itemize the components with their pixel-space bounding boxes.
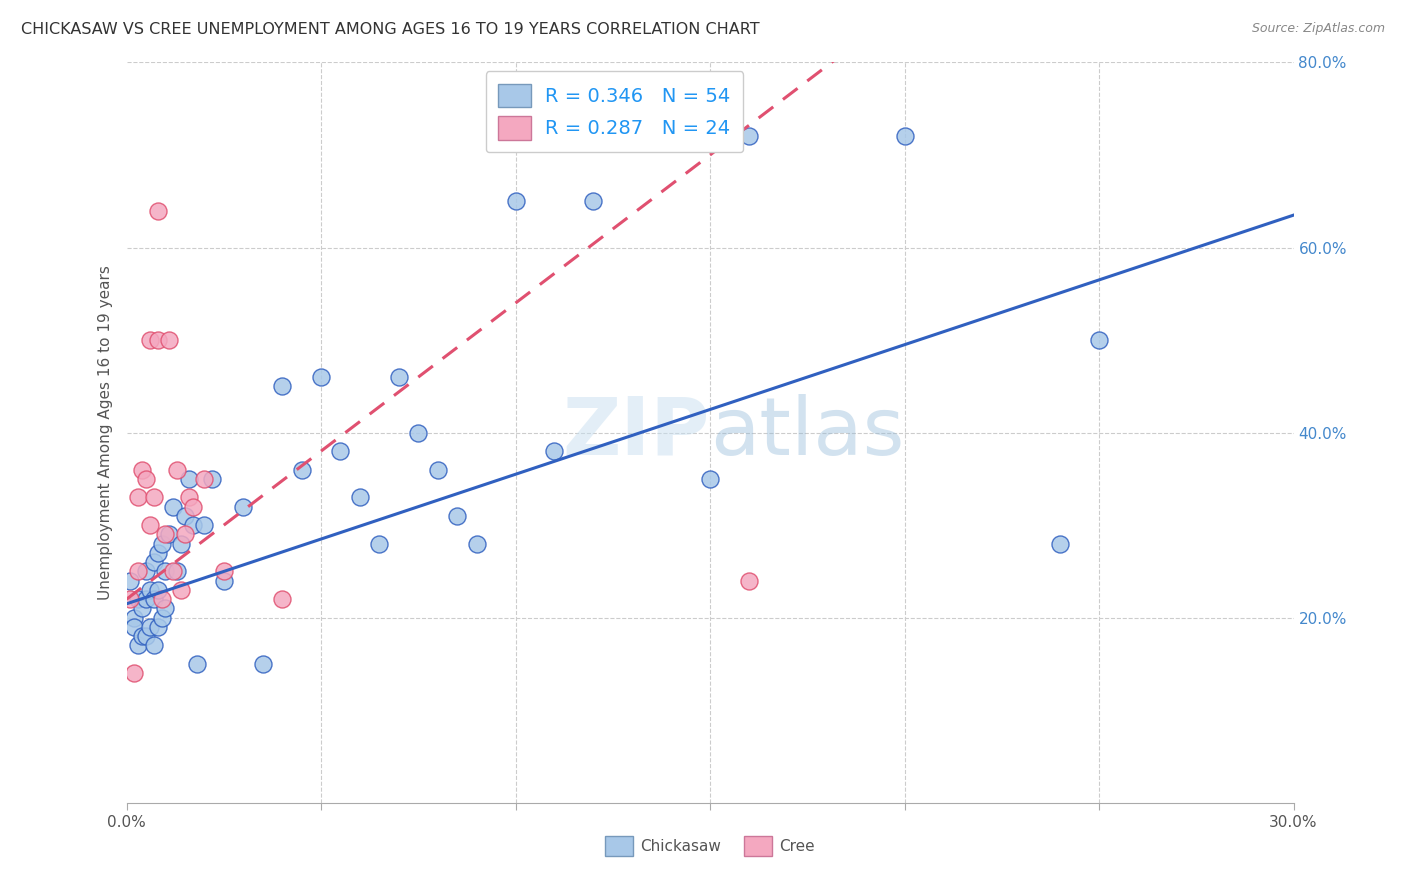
Point <box>135 592 157 607</box>
Point <box>368 537 391 551</box>
Point <box>139 333 162 347</box>
Point <box>162 565 184 579</box>
Point <box>232 500 254 514</box>
Point <box>699 472 721 486</box>
Point <box>135 565 157 579</box>
Point <box>124 666 146 681</box>
Point <box>408 425 430 440</box>
Point <box>155 601 177 615</box>
Point <box>543 444 565 458</box>
Point <box>309 370 332 384</box>
Point <box>1088 333 1111 347</box>
Point <box>142 639 165 653</box>
Point <box>142 491 165 505</box>
Point <box>212 574 235 588</box>
Point <box>139 518 162 533</box>
Point <box>186 657 208 671</box>
Point <box>271 592 294 607</box>
Point <box>181 518 204 533</box>
Point <box>177 472 200 486</box>
Point <box>135 472 157 486</box>
Point <box>146 546 169 560</box>
Point <box>252 657 274 671</box>
Point <box>150 537 173 551</box>
Point <box>142 555 165 569</box>
Point <box>139 620 162 634</box>
Point <box>201 472 224 486</box>
Point <box>124 620 146 634</box>
Point <box>157 333 180 347</box>
Point <box>271 379 294 393</box>
Point <box>139 582 162 597</box>
Point <box>131 629 153 643</box>
Point <box>166 463 188 477</box>
Point <box>290 463 312 477</box>
Point <box>170 537 193 551</box>
Point <box>127 592 149 607</box>
Text: Source: ZipAtlas.com: Source: ZipAtlas.com <box>1251 22 1385 36</box>
Point <box>162 500 184 514</box>
Point <box>388 370 411 384</box>
Point <box>174 508 197 523</box>
Point <box>738 574 761 588</box>
Point <box>127 639 149 653</box>
Point <box>893 129 915 144</box>
Text: CHICKASAW VS CREE UNEMPLOYMENT AMONG AGES 16 TO 19 YEARS CORRELATION CHART: CHICKASAW VS CREE UNEMPLOYMENT AMONG AGE… <box>21 22 759 37</box>
Point <box>582 194 605 209</box>
Y-axis label: Unemployment Among Ages 16 to 19 years: Unemployment Among Ages 16 to 19 years <box>97 265 112 600</box>
Point <box>1049 537 1071 551</box>
Point <box>426 463 449 477</box>
Point <box>120 574 142 588</box>
Point <box>157 527 180 541</box>
Point <box>146 333 169 347</box>
Point <box>193 518 215 533</box>
Point <box>120 592 142 607</box>
Point <box>146 582 169 597</box>
Point <box>127 565 149 579</box>
Point <box>131 463 153 477</box>
Point <box>150 611 173 625</box>
Point <box>124 611 146 625</box>
Point <box>738 129 761 144</box>
Point <box>212 565 235 579</box>
Point <box>155 527 177 541</box>
Point <box>142 592 165 607</box>
Text: ZIP: ZIP <box>562 393 710 472</box>
Point <box>166 565 188 579</box>
Point <box>131 601 153 615</box>
Point <box>150 592 173 607</box>
Point <box>329 444 352 458</box>
Point <box>446 508 468 523</box>
Point <box>170 582 193 597</box>
Text: atlas: atlas <box>710 393 904 472</box>
Point <box>193 472 215 486</box>
Point <box>177 491 200 505</box>
Point <box>155 565 177 579</box>
Point <box>135 629 157 643</box>
Point <box>505 194 527 209</box>
Legend: Chickasaw, Cree: Chickasaw, Cree <box>599 830 821 862</box>
Point <box>349 491 371 505</box>
Point <box>146 203 169 218</box>
Point <box>181 500 204 514</box>
Point <box>146 620 169 634</box>
Point <box>127 491 149 505</box>
Point <box>465 537 488 551</box>
Point <box>174 527 197 541</box>
